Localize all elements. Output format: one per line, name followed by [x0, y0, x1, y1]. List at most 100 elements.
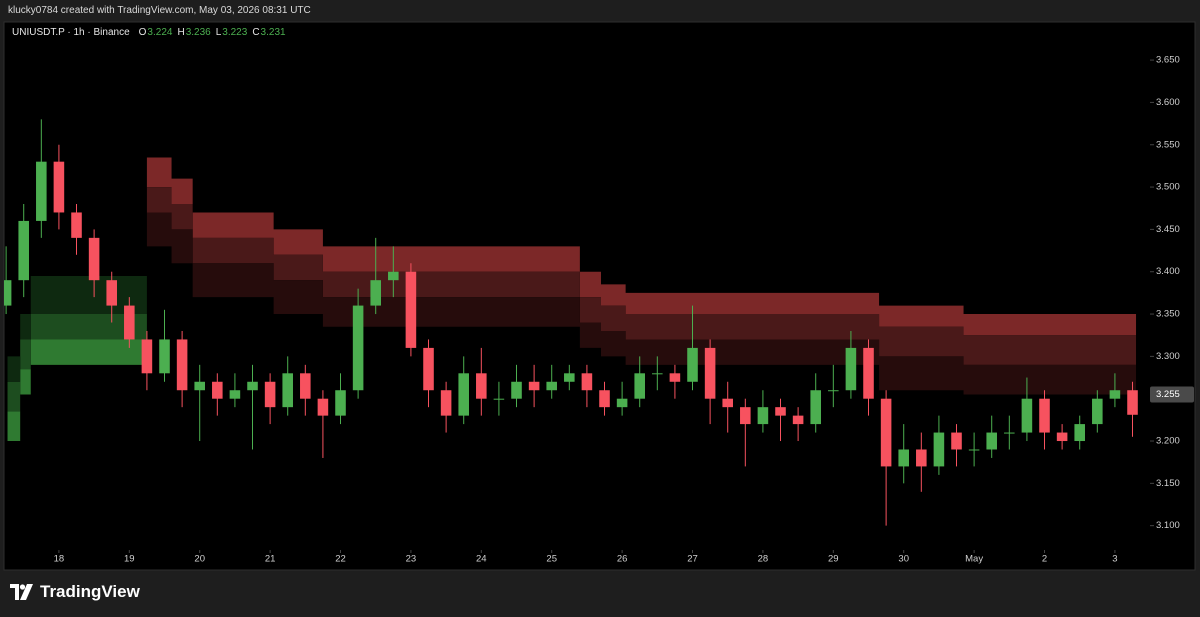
y-tick-label: 3.650	[1156, 55, 1180, 66]
zone-layer	[146, 187, 1137, 370]
candle-body	[106, 280, 117, 306]
candle-body	[352, 305, 364, 391]
legend-key: H	[177, 27, 185, 38]
legend-key: C	[252, 27, 260, 38]
x-tick-label: 23	[406, 554, 417, 565]
x-tick-label: 22	[335, 554, 346, 565]
candle-body	[335, 390, 346, 416]
x-tick-label: 28	[758, 554, 769, 565]
candle-body	[511, 381, 522, 399]
candle-body	[740, 407, 751, 425]
x-tick-label: 19	[124, 554, 135, 565]
x-tick-label: 18	[54, 554, 65, 565]
legend-value: 3.231	[260, 27, 286, 38]
candle-body	[493, 398, 505, 400]
candle-body	[968, 449, 980, 451]
candle-body	[423, 347, 434, 391]
candle-body	[141, 339, 153, 374]
candle-body	[458, 373, 469, 416]
candle-body	[405, 271, 417, 348]
axes: 3.1003.1503.2003.2503.3003.3503.4003.450…	[54, 55, 1194, 565]
x-tick-label: 25	[546, 554, 557, 565]
symbol-legend: UNIUSDT.P · 1h · Binance O 3.224 H 3.236 L 3.…	[12, 27, 286, 38]
candle-body	[317, 398, 329, 416]
candle-body	[388, 271, 399, 281]
price-label: 3.255	[1156, 389, 1180, 400]
candle-body	[1092, 398, 1103, 425]
x-tick-label: 20	[194, 554, 205, 565]
candle-body	[1109, 390, 1121, 399]
x-tick-label: 30	[898, 554, 909, 565]
candle-body	[370, 280, 381, 306]
candle-body	[247, 381, 258, 391]
y-tick-label: 3.550	[1156, 139, 1180, 150]
candle-body	[828, 390, 839, 392]
candle-body	[71, 212, 82, 238]
candle-body	[616, 398, 628, 408]
legend-value: 3.236	[185, 27, 211, 38]
candle-body	[880, 398, 892, 467]
candle-body	[1021, 398, 1033, 433]
candle-body	[704, 347, 716, 399]
candle-body	[599, 390, 610, 408]
y-tick-label: 3.450	[1156, 224, 1180, 235]
candle-body	[845, 347, 857, 391]
candle-body	[722, 398, 733, 408]
zone-layer	[7, 314, 147, 412]
candle-body	[124, 305, 135, 340]
x-tick-label: 29	[828, 554, 839, 565]
brand-logo	[10, 584, 33, 600]
plot-area	[4, 119, 1138, 526]
candle-body	[1056, 432, 1068, 442]
zone-layer	[146, 212, 1137, 399]
candle-body	[634, 373, 645, 399]
candle-body	[159, 339, 170, 374]
candle-body	[581, 373, 593, 391]
candle-body	[212, 381, 223, 399]
y-tick-label: 3.400	[1156, 266, 1180, 277]
y-tick-label: 3.100	[1156, 520, 1180, 531]
candle-body	[652, 373, 663, 375]
candle-body	[1039, 398, 1050, 433]
candle-body	[229, 390, 241, 399]
candle-body	[440, 390, 452, 416]
candle-body	[1074, 424, 1085, 442]
candle-body	[687, 347, 698, 382]
legend-value: 3.224	[147, 27, 173, 38]
y-tick-label: 3.300	[1156, 351, 1180, 362]
candle-body	[194, 381, 205, 391]
zone-layer	[146, 157, 1137, 344]
x-tick-label: 21	[265, 554, 276, 565]
candle-body	[757, 407, 769, 425]
candle-body	[264, 381, 276, 408]
x-tick-label: 26	[617, 554, 628, 565]
candle-body	[898, 449, 909, 467]
price-label-box	[1150, 386, 1194, 403]
candle-body	[564, 373, 575, 382]
candle-body	[88, 237, 100, 281]
candle-body	[176, 339, 188, 391]
candle-body	[775, 407, 786, 416]
candle-body	[986, 432, 997, 450]
attribution: klucky0784 created with TradingView.com,…	[8, 5, 311, 16]
y-tick-label: 3.500	[1156, 182, 1180, 193]
candle-body	[53, 161, 65, 213]
candle-body	[476, 373, 487, 399]
legend-key: L	[215, 27, 222, 38]
candle-body	[528, 381, 540, 391]
y-tick-label: 3.600	[1156, 97, 1180, 108]
x-tick-label: 3	[1112, 554, 1117, 565]
candle-body	[951, 432, 962, 450]
x-tick-label: 2	[1042, 554, 1047, 565]
candle-body	[300, 373, 311, 399]
candle-body	[669, 373, 681, 382]
brand: TradingView	[10, 582, 140, 602]
candle-body	[282, 373, 293, 408]
candle-body	[933, 432, 945, 467]
y-tick-label: 3.350	[1156, 309, 1180, 320]
candle-body	[1004, 432, 1015, 434]
y-tick-label: 3.200	[1156, 436, 1180, 447]
zone-layer	[7, 339, 147, 442]
